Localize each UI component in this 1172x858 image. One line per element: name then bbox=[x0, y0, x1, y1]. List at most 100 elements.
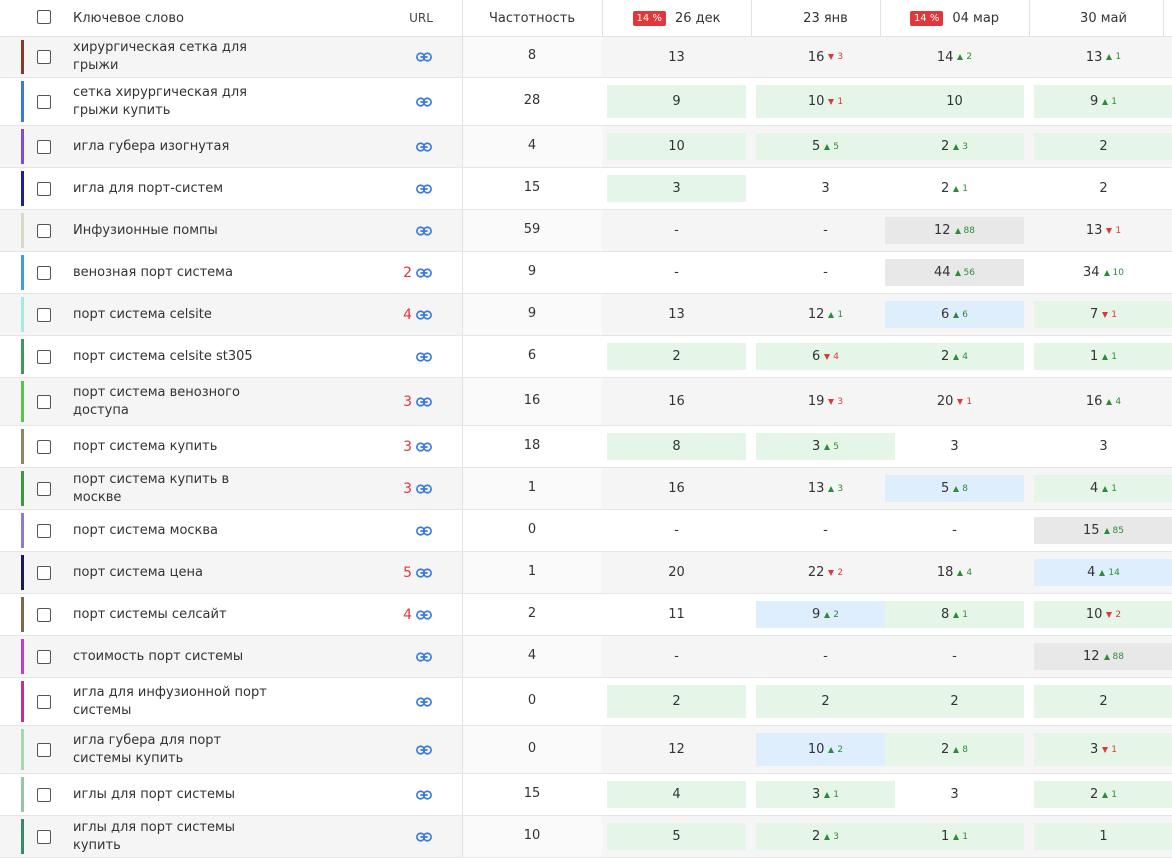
position-cell[interactable]: 18 4 bbox=[885, 559, 1024, 586]
position-cell[interactable]: - bbox=[756, 259, 895, 286]
table-row[interactable]: иглы для порт системы купить 10 5 2 3 1 1 1 bbox=[0, 816, 1172, 858]
position-cell[interactable]: 2 bbox=[1034, 175, 1172, 202]
table-row[interactable]: порт система купить в москве 3 1 16 13 3 5 8 4 1 bbox=[0, 468, 1172, 510]
position-cell[interactable]: - bbox=[756, 643, 895, 670]
link-icon[interactable] bbox=[415, 180, 433, 198]
link-icon[interactable] bbox=[415, 393, 433, 411]
position-cell[interactable]: 2 bbox=[607, 685, 746, 718]
row-checkbox[interactable] bbox=[37, 523, 51, 538]
position-cell[interactable]: 12 bbox=[607, 733, 746, 766]
table-row[interactable]: игла для инфузионной порт системы 0 2 2 2 2 bbox=[0, 678, 1172, 726]
row-checkbox[interactable] bbox=[37, 94, 51, 109]
position-cell[interactable]: 2 bbox=[1034, 685, 1172, 718]
row-checkbox[interactable] bbox=[37, 694, 51, 709]
position-cell[interactable]: 13 1 bbox=[1034, 217, 1172, 244]
link-icon[interactable] bbox=[415, 264, 433, 282]
row-checkbox[interactable] bbox=[37, 181, 51, 196]
row-checkbox[interactable] bbox=[37, 50, 51, 64]
table-row[interactable]: порт система celsite st305 6 2 6 4 2 4 1 1 bbox=[0, 336, 1172, 378]
table-row[interactable]: стоимость порт системы 4 - - - 12 88 bbox=[0, 636, 1172, 678]
link-icon[interactable] bbox=[415, 648, 433, 666]
position-cell[interactable]: - bbox=[756, 217, 895, 244]
position-cell[interactable]: 22 2 bbox=[756, 559, 895, 586]
position-cell[interactable]: 19 3 bbox=[756, 385, 895, 418]
date-column-header[interactable]: 14 % 04 мар bbox=[885, 0, 1024, 36]
link-icon[interactable] bbox=[415, 693, 433, 711]
row-checkbox[interactable] bbox=[37, 829, 51, 844]
link-icon[interactable] bbox=[415, 564, 433, 582]
position-cell[interactable]: 16 bbox=[607, 385, 746, 418]
link-icon[interactable] bbox=[415, 438, 433, 456]
position-cell[interactable]: - bbox=[607, 217, 746, 244]
position-cell[interactable]: 9 bbox=[607, 85, 746, 118]
row-checkbox[interactable] bbox=[37, 349, 51, 364]
position-cell[interactable]: 3 bbox=[756, 175, 895, 202]
position-cell[interactable]: 34 10 bbox=[1034, 259, 1172, 286]
position-cell[interactable]: 10 1 bbox=[756, 85, 895, 118]
url-count[interactable]: 3 bbox=[403, 393, 412, 410]
table-row[interactable]: Инфузионные помпы 59 - - 12 88 13 1 bbox=[0, 210, 1172, 252]
url-count[interactable]: 4 bbox=[403, 606, 412, 623]
link-icon[interactable] bbox=[415, 222, 433, 240]
table-row[interactable]: порт система цена 5 1 20 22 2 18 4 4 14 bbox=[0, 552, 1172, 594]
row-checkbox[interactable] bbox=[37, 223, 51, 238]
position-cell[interactable]: 10 2 bbox=[1034, 601, 1172, 628]
link-icon[interactable] bbox=[415, 606, 433, 624]
row-checkbox[interactable] bbox=[37, 139, 51, 154]
url-column-header[interactable]: URL bbox=[409, 11, 433, 25]
position-cell[interactable]: 20 bbox=[607, 559, 746, 586]
keyword-column-header[interactable]: Ключевое слово bbox=[73, 10, 184, 26]
link-icon[interactable] bbox=[415, 522, 433, 540]
select-all-checkbox[interactable] bbox=[37, 10, 51, 24]
link-icon[interactable] bbox=[415, 480, 433, 498]
table-row[interactable]: игла для порт-систем 15 3 3 2 1 2 bbox=[0, 168, 1172, 210]
position-cell[interactable]: - bbox=[607, 517, 746, 544]
link-icon[interactable] bbox=[415, 348, 433, 366]
position-cell[interactable]: 2 bbox=[756, 685, 895, 718]
row-checkbox[interactable] bbox=[37, 607, 51, 622]
position-cell[interactable]: 4 14 bbox=[1034, 559, 1172, 586]
date-column-header[interactable]: 14 % 26 дек bbox=[607, 0, 746, 36]
table-row[interactable]: игла губера для порт системы купить 0 12 10… bbox=[0, 726, 1172, 774]
position-cell[interactable]: 16 bbox=[607, 475, 746, 502]
position-cell[interactable]: - bbox=[885, 517, 1024, 544]
link-icon[interactable] bbox=[415, 741, 433, 759]
position-cell[interactable]: 3 bbox=[885, 433, 1024, 460]
table-row[interactable]: порт система купить 3 18 8 3 5 3 3 bbox=[0, 426, 1172, 468]
position-cell[interactable]: 12 88 bbox=[1034, 643, 1172, 670]
position-cell[interactable]: 11 bbox=[607, 601, 746, 628]
position-cell[interactable]: 16 3 bbox=[756, 44, 895, 70]
row-checkbox[interactable] bbox=[37, 787, 51, 802]
table-row[interactable]: порт система москва 0- - -15 85 bbox=[0, 510, 1172, 552]
table-row[interactable]: венозная порт система 2 9 - - 44 56 34 10 bbox=[0, 252, 1172, 294]
link-icon[interactable] bbox=[415, 786, 433, 804]
table-row[interactable]: порт система венозного доступа 3 16 16 19 3 20… bbox=[0, 378, 1172, 426]
position-cell[interactable]: - bbox=[607, 259, 746, 286]
position-cell[interactable]: - bbox=[607, 643, 746, 670]
position-cell[interactable]: - bbox=[885, 643, 1024, 670]
link-icon[interactable] bbox=[415, 306, 433, 324]
row-checkbox[interactable] bbox=[37, 439, 51, 454]
position-cell[interactable]: 5 bbox=[607, 823, 746, 850]
table-row[interactable]: порт системы селсайт 4 2 11 9 2 8 1 10 2 bbox=[0, 594, 1172, 636]
row-checkbox[interactable] bbox=[37, 307, 51, 322]
frequency-column-header[interactable]: Частотность bbox=[489, 10, 575, 26]
link-icon[interactable] bbox=[415, 48, 433, 66]
row-checkbox[interactable] bbox=[37, 742, 51, 757]
row-checkbox[interactable] bbox=[37, 649, 51, 664]
